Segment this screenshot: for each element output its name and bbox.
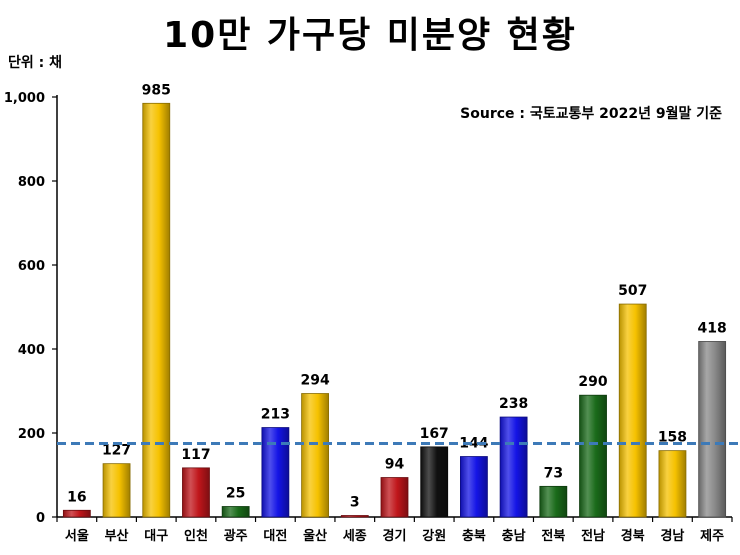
value-label: 158 [658, 430, 687, 446]
bar-전남 [579, 394, 607, 518]
bar-강원 [420, 446, 449, 518]
category-label: 경북 [621, 528, 645, 544]
category-label: 울산 [303, 528, 327, 544]
category-label: 제주 [700, 529, 724, 544]
bar-대전 [261, 427, 290, 518]
value-label: 290 [578, 374, 607, 390]
bar-부산 [102, 463, 131, 518]
y-tick-label: 200 [18, 427, 45, 442]
bar-대구 [142, 102, 171, 518]
category-label: 경남 [660, 528, 684, 544]
bar-경북 [618, 303, 647, 518]
bars [62, 102, 727, 518]
category-labels: 서울 부산 대구 인천 광주 대전 울산 세종 경기 강원 충북 충남 전북 전남 경북 경남 제주 [65, 528, 724, 544]
bar-인천 [182, 467, 210, 518]
value-label: 94 [385, 457, 405, 473]
bar-경남 [658, 450, 687, 518]
category-label: 충남 [502, 528, 526, 544]
bar-충북 [460, 456, 488, 518]
value-label: 16 [67, 489, 86, 505]
category-label: 인천 [184, 528, 208, 544]
value-label: 117 [181, 447, 210, 463]
value-label: 238 [499, 396, 528, 412]
bar-울산 [301, 393, 329, 518]
bar-서울 [62, 509, 91, 518]
category-label: 광주 [224, 529, 248, 544]
value-label: 418 [698, 320, 727, 336]
value-labels: 16 127 985 117 25 213 294 3 94 167 144 238 73 290 507 1… [67, 82, 727, 510]
value-label: 25 [226, 486, 245, 502]
value-label: 294 [300, 373, 329, 389]
chart-title: 10만 가구당 미분양 현황 [163, 15, 577, 56]
y-tick-label: 1,000 [4, 91, 45, 106]
value-label: 127 [102, 443, 131, 459]
y-tick-label: 0 [36, 511, 45, 526]
y-tick-label: 600 [18, 259, 45, 274]
bar-광주 [221, 506, 250, 518]
bar-경기 [380, 477, 409, 518]
value-label: 507 [618, 283, 647, 299]
value-label: 3 [350, 495, 360, 511]
value-label: 985 [142, 82, 171, 98]
category-label: 대구 [144, 529, 168, 544]
category-label: 충북 [462, 528, 486, 544]
source-note: Source : 국토교통부 2022년 9월말 기준 [460, 105, 722, 122]
bar-충남 [499, 416, 528, 518]
category-label: 강원 [422, 528, 446, 544]
category-label: 경기 [383, 528, 407, 544]
category-label: 전북 [541, 528, 565, 544]
category-label: 부산 [105, 528, 129, 544]
value-label: 144 [459, 436, 488, 452]
category-label: 전남 [581, 528, 605, 544]
y-axis-ticks: 0 200 400 600 800 1,000 [4, 91, 733, 526]
category-label: 세종 [343, 529, 367, 544]
category-label: 대전 [263, 528, 287, 544]
bar-제주 [698, 341, 727, 518]
y-tick-label: 800 [18, 175, 45, 190]
unit-label: 단위 : 채 [8, 55, 62, 71]
category-label: 서울 [65, 528, 89, 544]
value-label: 73 [544, 465, 563, 481]
bar-세종 [340, 515, 369, 518]
value-label: 213 [261, 407, 290, 423]
value-label: 167 [420, 426, 449, 442]
bar-전북 [539, 485, 568, 518]
y-tick-label: 400 [18, 343, 45, 358]
